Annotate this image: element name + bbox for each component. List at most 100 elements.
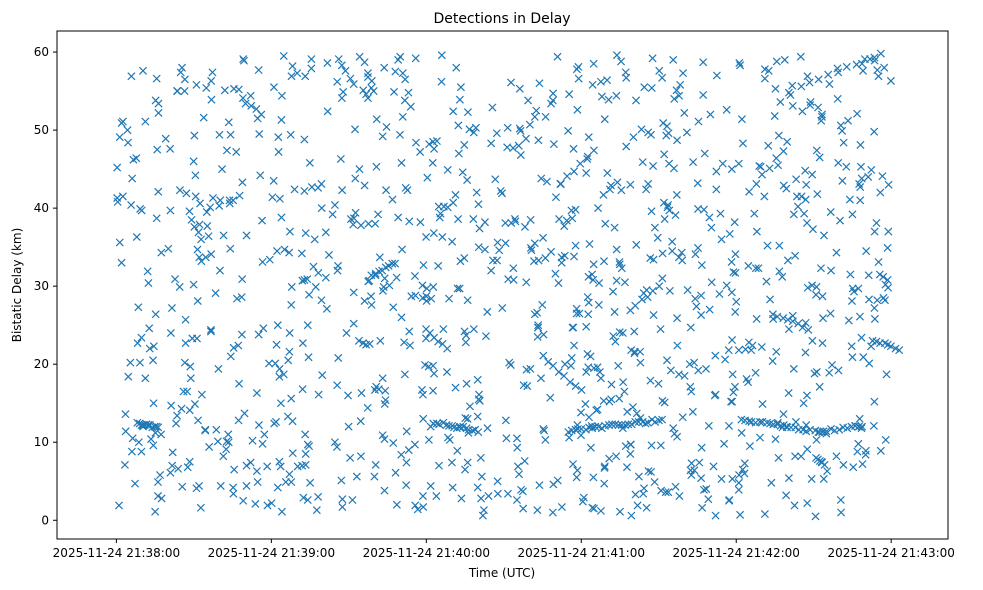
data-point — [565, 90, 574, 99]
data-point — [298, 385, 307, 394]
data-point — [367, 76, 376, 85]
data-point — [371, 269, 380, 278]
data-point — [285, 328, 294, 338]
data-point — [571, 241, 580, 250]
data-point — [717, 474, 726, 483]
data-point — [398, 112, 407, 121]
y-tick-label: 30 — [34, 279, 49, 293]
data-point — [511, 217, 520, 226]
data-point — [770, 112, 779, 121]
data-point — [461, 414, 470, 423]
data-point — [469, 325, 478, 334]
data-point — [402, 458, 411, 467]
data-point — [397, 313, 406, 322]
data-point — [497, 189, 507, 198]
data-point — [764, 141, 773, 150]
data-point — [818, 314, 828, 323]
data-point — [418, 492, 427, 501]
data-point — [391, 259, 400, 268]
data-point — [563, 172, 572, 181]
data-point — [367, 271, 376, 280]
data-point — [760, 74, 769, 83]
data-point — [854, 422, 863, 431]
data-point — [141, 117, 150, 126]
y-axis: 0 10 20 30 40 50 60 — [34, 45, 57, 527]
data-point — [166, 468, 175, 477]
data-point — [288, 449, 297, 458]
data-point — [419, 261, 428, 270]
data-point — [314, 183, 323, 192]
data-point — [434, 261, 443, 270]
data-point — [614, 361, 623, 370]
data-point — [254, 65, 263, 75]
data-point — [582, 168, 591, 178]
data-point — [180, 87, 189, 96]
data-point — [832, 248, 841, 257]
data-point — [515, 470, 524, 479]
data-point — [152, 214, 161, 223]
data-point — [695, 458, 704, 467]
data-point — [503, 489, 512, 498]
data-point — [632, 240, 641, 249]
data-point — [886, 76, 895, 85]
data-point — [156, 470, 165, 480]
data-point — [411, 138, 421, 147]
data-point — [798, 107, 807, 116]
data-point — [186, 374, 195, 383]
data-point — [265, 255, 274, 264]
data-point — [796, 52, 805, 61]
data-point — [806, 97, 815, 107]
data-point — [305, 290, 314, 299]
x-tick-label: 2025-11-24 21:38:00 — [53, 546, 180, 560]
data-point — [622, 463, 632, 472]
data-point — [328, 210, 337, 219]
data-point — [549, 140, 558, 149]
data-point — [669, 424, 678, 433]
data-point — [762, 418, 771, 427]
data-point — [833, 94, 842, 103]
data-point — [321, 228, 330, 237]
data-point — [776, 97, 785, 107]
data-point — [283, 412, 292, 421]
data-point — [463, 176, 472, 185]
data-point — [488, 256, 497, 265]
data-point — [574, 74, 583, 83]
data-point — [668, 247, 677, 256]
data-point — [197, 257, 206, 266]
data-point — [252, 389, 261, 398]
data-point — [647, 83, 656, 92]
data-point — [643, 293, 652, 302]
data-point — [389, 303, 398, 312]
data-point — [403, 186, 412, 195]
data-point — [237, 293, 246, 302]
data-point — [338, 502, 347, 512]
data-point — [535, 79, 544, 88]
data-point — [817, 112, 826, 121]
data-point — [462, 331, 471, 340]
data-point — [551, 193, 560, 202]
data-point — [405, 327, 414, 336]
data-point — [530, 239, 539, 248]
data-point — [219, 452, 228, 461]
data-point — [844, 316, 853, 325]
data-point — [755, 433, 765, 442]
data-point — [533, 332, 542, 341]
data-point — [381, 186, 391, 195]
data-point — [208, 68, 217, 77]
data-point — [609, 332, 618, 341]
data-point — [737, 115, 746, 124]
data-point — [566, 361, 575, 370]
data-point — [177, 404, 186, 413]
data-point — [607, 395, 616, 404]
data-point — [533, 308, 542, 317]
data-point — [437, 51, 446, 60]
data-point — [677, 248, 686, 257]
data-point — [683, 286, 692, 295]
data-point — [874, 72, 883, 81]
data-point — [127, 72, 136, 81]
data-point — [455, 284, 464, 293]
data-point — [792, 192, 801, 201]
data-point — [623, 407, 632, 416]
data-point — [599, 190, 608, 199]
data-point — [275, 372, 284, 381]
